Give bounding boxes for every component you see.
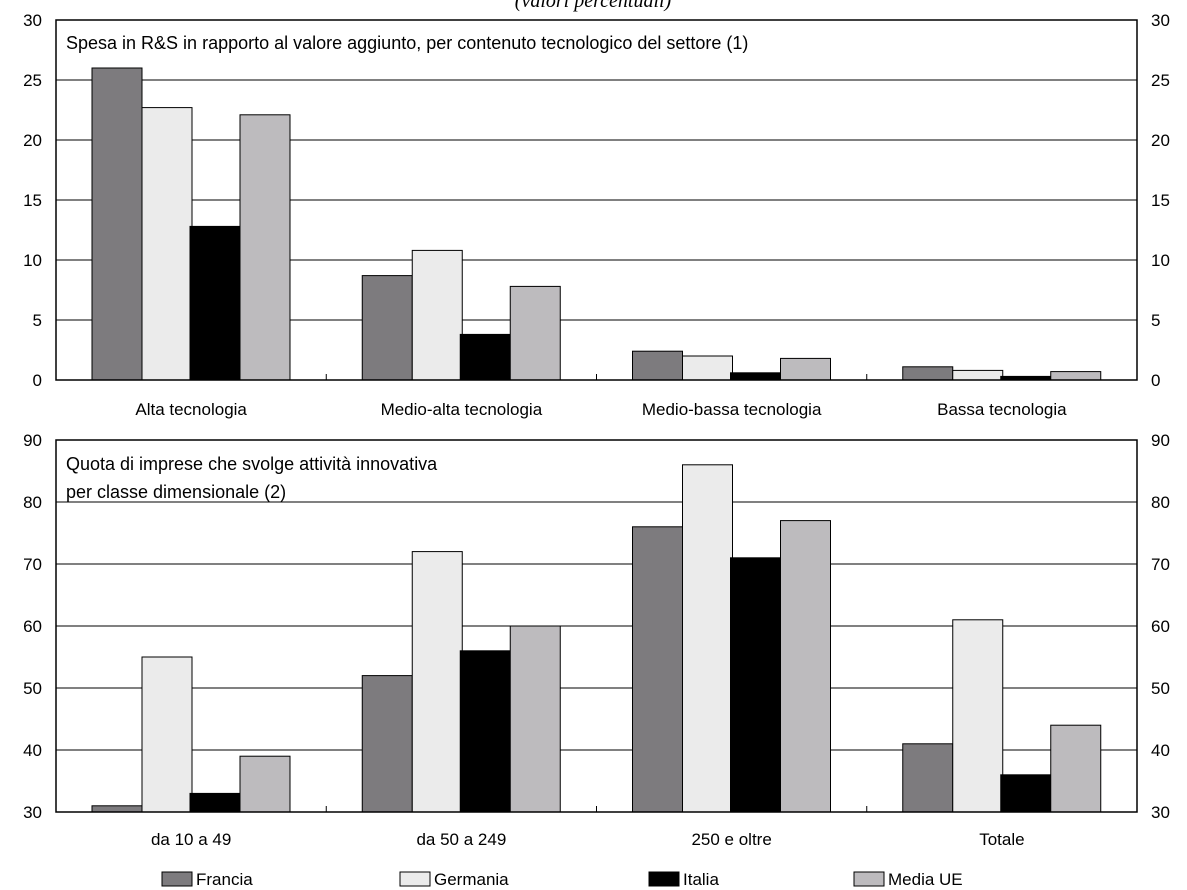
chart-title-line: Quota di imprese che svolge attività inn… [66, 454, 438, 474]
y-tick-label-right: 80 [1151, 493, 1170, 512]
y-tick-label-left: 10 [23, 251, 42, 270]
y-tick-label-left: 30 [23, 11, 42, 30]
bar-media-ue [509, 625, 561, 813]
legend-swatch-germania [399, 871, 431, 887]
bar-francia [91, 67, 143, 381]
bar-italia [730, 557, 781, 813]
y-tick-label-left: 70 [23, 555, 42, 574]
chart-title: Spesa in R&S in rapporto al valore aggiu… [66, 33, 748, 53]
bar-francia [632, 350, 683, 381]
bar-media-ue [1050, 371, 1102, 381]
y-tick-label-left: 0 [33, 371, 42, 390]
legend-swatch-media-ue [853, 871, 885, 887]
bar-media-ue [780, 357, 831, 381]
bar-media-ue [509, 285, 561, 381]
y-tick-label-right: 50 [1151, 679, 1170, 698]
bar-francia [361, 275, 413, 381]
y-tick-label-left: 50 [23, 679, 42, 698]
x-category-label: Alta tecnologia [135, 400, 247, 419]
y-tick-label-right: 0 [1151, 371, 1160, 390]
y-tick-label-right: 5 [1151, 311, 1160, 330]
x-category-label: Totale [979, 830, 1024, 849]
x-category-label: 250 e oltre [691, 830, 771, 849]
bar-francia [632, 526, 683, 813]
bar-italia [189, 792, 241, 813]
bar-italia [730, 372, 781, 381]
bar-italia [189, 225, 241, 381]
bar-germania [141, 107, 193, 381]
y-tick-label-left: 20 [23, 131, 42, 150]
y-tick-label-right: 90 [1151, 431, 1170, 450]
bar-francia [902, 366, 954, 381]
bar-media-ue [239, 114, 291, 381]
bar-media-ue [780, 520, 831, 813]
x-category-label: Medio-bassa tecnologia [642, 400, 822, 419]
bar-germania [682, 464, 733, 813]
y-tick-label-right: 20 [1151, 131, 1170, 150]
x-category-label: Medio-alta tecnologia [381, 400, 543, 419]
legend-label: Media UE [888, 870, 963, 889]
bar-francia [91, 805, 143, 813]
bar-italia [1000, 774, 1052, 813]
y-tick-label-left: 15 [23, 191, 42, 210]
x-category-label: da 50 a 249 [416, 830, 506, 849]
y-tick-label-left: 80 [23, 493, 42, 512]
y-tick-label-right: 60 [1151, 617, 1170, 636]
legend-label: Germania [434, 870, 509, 889]
bar-germania [411, 249, 463, 381]
y-tick-label-right: 30 [1151, 11, 1170, 30]
y-tick-label-right: 70 [1151, 555, 1170, 574]
bar-italia [459, 650, 511, 813]
bar-germania [411, 551, 463, 813]
y-tick-label-left: 40 [23, 741, 42, 760]
bottom-chart-panel: 30 30 40 40 50 50 60 60 70 70 80 80 90 90 da 10 a 49 da… [23, 431, 1170, 849]
bar-media-ue [239, 755, 291, 813]
y-tick-label-left: 60 [23, 617, 42, 636]
bar-francia [902, 743, 954, 813]
y-tick-label-left: 30 [23, 803, 42, 822]
y-tick-label-right: 25 [1151, 71, 1170, 90]
chart-legend: Francia Germania Italia Media UE [161, 870, 963, 889]
legend-label: Italia [683, 870, 719, 889]
y-tick-label-left: 5 [33, 311, 42, 330]
bar-italia [459, 333, 511, 381]
y-tick-label-right: 10 [1151, 251, 1170, 270]
x-category-label: da 10 a 49 [151, 830, 231, 849]
y-tick-label-left: 90 [23, 431, 42, 450]
y-tick-label-left: 25 [23, 71, 42, 90]
legend-swatch-francia [161, 871, 193, 887]
top-chart-panel: 0 0 5 5 10 10 15 15 20 20 25 25 30 30 Alta tecnologia M… [23, 11, 1170, 419]
bar-germania [952, 619, 1004, 813]
chart-title-line: per classe dimensionale (2) [66, 482, 286, 502]
bar-francia [361, 675, 413, 813]
x-category-label: Bassa tecnologia [937, 400, 1067, 419]
legend-swatch-italia [648, 871, 680, 887]
header-fragment: (valori percentuali) [515, 0, 672, 12]
bar-germania [141, 656, 193, 813]
y-tick-label-right: 40 [1151, 741, 1170, 760]
bar-germania [682, 355, 733, 381]
y-tick-label-right: 15 [1151, 191, 1170, 210]
y-tick-label-right: 30 [1151, 803, 1170, 822]
legend-label: Francia [196, 870, 253, 889]
bar-media-ue [1050, 724, 1102, 813]
bar-germania [952, 369, 1004, 381]
